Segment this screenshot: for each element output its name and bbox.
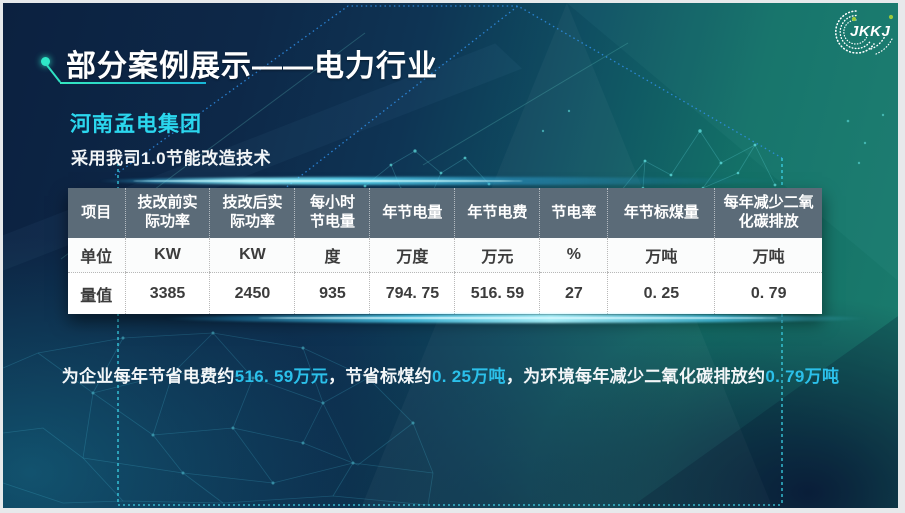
scatter-dots (541, 109, 885, 165)
summary-highlight-value: 0. 25万吨 (431, 367, 506, 386)
light-streak-upper (98, 177, 788, 185)
title-underline (60, 82, 206, 84)
logo-text: JKKJ (850, 23, 891, 40)
table-cell: 516. 59 (454, 272, 540, 314)
table-header-row: 项目 技改前实 际功率 技改后实 际功率 每小时 节电量 年节电量 年节电费 节… (68, 188, 822, 238)
light-streak-lower-core (258, 317, 778, 319)
title-accent-dot-icon (41, 57, 50, 66)
light-streak-upper-core (133, 180, 523, 182)
summary-segment: ，节省标煤约 (328, 367, 432, 386)
table-header-cell: 每小时 节电量 (294, 188, 370, 238)
table-row-values: 量值 3385 2450 935 794. 75 516. 59 27 0. 2… (68, 272, 822, 314)
table-header-cell: 节电率 (539, 188, 608, 238)
table-cell: 万度 (369, 238, 455, 273)
company-logo: JKKJ (835, 10, 894, 55)
table-cell: 万吨 (714, 238, 822, 273)
table-cell: 2450 (209, 272, 295, 314)
summary-highlight-value: 516. 59万元 (234, 367, 329, 386)
dotted-diagonal-lines (114, 5, 783, 208)
table-cell: 万元 (454, 238, 540, 273)
summary-highlight-value: 0. 79万吨 (765, 367, 840, 386)
table-cell: 935 (294, 272, 370, 314)
table-cell: KW (124, 238, 210, 273)
constellation-left (363, 149, 491, 193)
table-header-cell: 技改后实 际功率 (209, 188, 295, 238)
table-cell: % (539, 238, 608, 273)
row-label: 量值 (68, 272, 125, 314)
table-cell: 3385 (124, 272, 210, 314)
table-header-cell: 每年减少二氧 化碳排放 (714, 188, 822, 238)
table-header-cell: 技改前实 际功率 (124, 188, 210, 238)
benefit-summary-text: 为企业每年节省电费约516. 59万元，节省标煤约0. 25万吨，为环境每年减少… (3, 362, 898, 387)
case-data-table-wrap: 项目 技改前实 际功率 技改后实 际功率 每小时 节电量 年节电量 年节电费 节… (68, 188, 822, 314)
table-cell: 度 (294, 238, 370, 273)
logo-green-dot-left (851, 16, 857, 22)
case-data-table: 项目 技改前实 际功率 技改后实 际功率 每小时 节电量 年节电量 年节电费 节… (68, 188, 822, 314)
table-cell: 0. 79 (714, 272, 822, 314)
table-cell: 27 (539, 272, 608, 314)
logo-green-dot-right (888, 14, 894, 20)
table-header-cell: 年节电费 (454, 188, 540, 238)
technology-description: 采用我司1.0节能改造技术 (71, 149, 272, 168)
table-cell: 万吨 (607, 238, 715, 273)
row-label: 单位 (68, 238, 125, 273)
title-accent-connector (45, 63, 61, 83)
summary-segment: 为企业每年节省电费约 (61, 367, 235, 386)
globe-wireframe (3, 331, 434, 506)
table-header-cell: 项目 (68, 188, 125, 238)
table-row-units: 单位 KW KW 度 万度 万元 % 万吨 万吨 (68, 238, 822, 273)
constellation-right (619, 129, 777, 193)
company-subtitle: 河南孟电集团 (70, 113, 202, 136)
table-header-cell: 年节标煤量 (607, 188, 715, 238)
table-cell: KW (209, 238, 295, 273)
logo-swirl-icon (835, 10, 893, 55)
table-header-cell: 年节电量 (369, 188, 455, 238)
table-cell: 794. 75 (369, 272, 455, 314)
table-cell: 0. 25 (607, 272, 715, 314)
light-streak-lower (163, 314, 868, 323)
slide-canvas: JKKJ 部分案例展示——电力行业 河南孟电集团 采用我司1.0节能改造技术 项… (3, 3, 898, 508)
page-title: 部分案例展示——电力行业 (66, 50, 438, 83)
summary-segment: ，为环境每年减少二氧化碳排放约 (505, 367, 766, 386)
